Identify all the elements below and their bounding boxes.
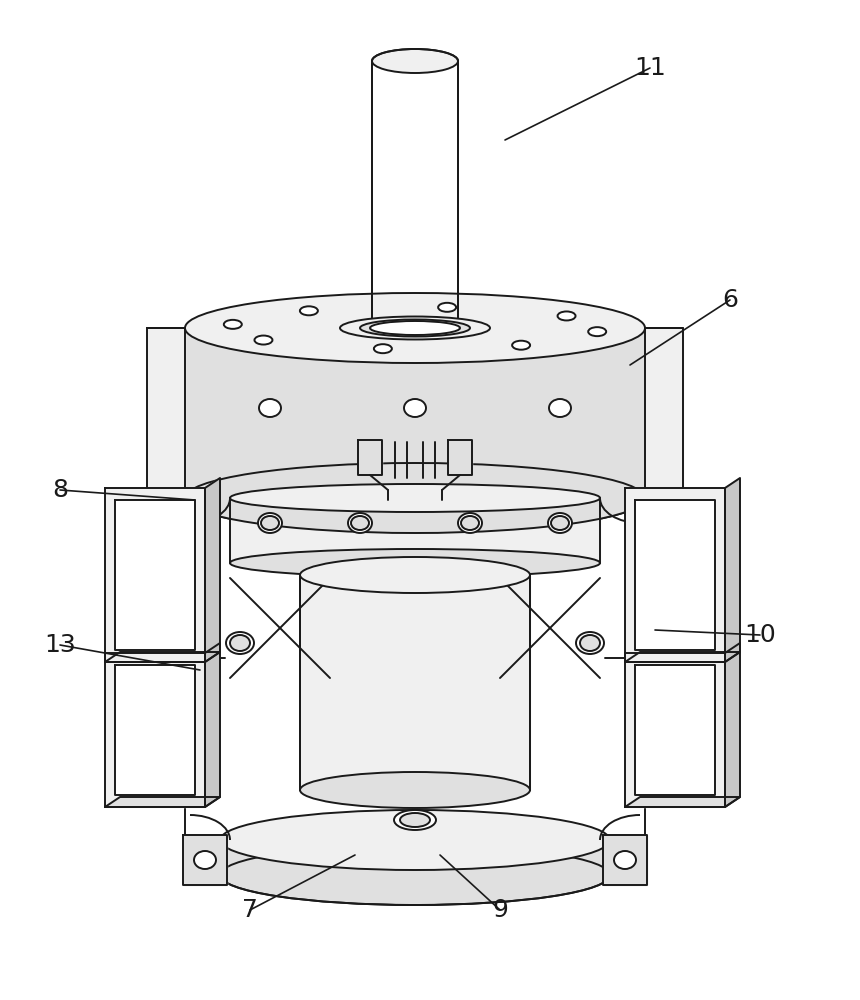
Ellipse shape: [226, 632, 254, 654]
Text: 7: 7: [242, 898, 258, 922]
Ellipse shape: [580, 635, 600, 651]
Ellipse shape: [549, 399, 571, 417]
Ellipse shape: [340, 316, 490, 340]
Ellipse shape: [261, 516, 279, 530]
Ellipse shape: [351, 516, 369, 530]
Polygon shape: [625, 652, 740, 662]
Ellipse shape: [220, 810, 610, 870]
Ellipse shape: [194, 851, 216, 869]
Polygon shape: [105, 653, 205, 807]
Ellipse shape: [300, 772, 530, 808]
Polygon shape: [183, 835, 227, 885]
Polygon shape: [105, 652, 220, 662]
Ellipse shape: [557, 311, 575, 320]
Ellipse shape: [374, 344, 392, 353]
Polygon shape: [205, 478, 220, 662]
Polygon shape: [300, 575, 530, 790]
Ellipse shape: [224, 320, 242, 329]
Ellipse shape: [255, 336, 273, 345]
Ellipse shape: [259, 399, 281, 417]
Polygon shape: [185, 328, 645, 533]
Ellipse shape: [220, 845, 610, 905]
Polygon shape: [220, 840, 610, 875]
Ellipse shape: [394, 810, 436, 830]
Text: 6: 6: [722, 288, 738, 312]
Ellipse shape: [360, 320, 470, 336]
Polygon shape: [147, 328, 185, 498]
Polygon shape: [448, 440, 472, 475]
Polygon shape: [625, 797, 740, 807]
Polygon shape: [603, 835, 647, 885]
Polygon shape: [635, 500, 715, 650]
Text: 13: 13: [44, 633, 76, 657]
Ellipse shape: [438, 303, 456, 312]
Ellipse shape: [185, 463, 645, 533]
Ellipse shape: [370, 321, 460, 335]
Polygon shape: [205, 643, 220, 807]
Polygon shape: [105, 488, 205, 662]
Polygon shape: [105, 797, 220, 807]
Text: 10: 10: [744, 623, 776, 647]
Ellipse shape: [458, 513, 482, 533]
Ellipse shape: [576, 632, 604, 654]
Polygon shape: [725, 643, 740, 807]
Ellipse shape: [404, 399, 426, 417]
Ellipse shape: [372, 49, 458, 73]
Polygon shape: [625, 653, 725, 807]
Polygon shape: [358, 440, 382, 475]
Ellipse shape: [461, 516, 479, 530]
Ellipse shape: [614, 851, 636, 869]
Ellipse shape: [185, 293, 645, 363]
Polygon shape: [625, 488, 725, 662]
Ellipse shape: [230, 549, 600, 577]
Polygon shape: [115, 500, 195, 650]
Polygon shape: [645, 328, 683, 498]
Ellipse shape: [551, 516, 569, 530]
Ellipse shape: [400, 813, 430, 827]
Ellipse shape: [548, 513, 572, 533]
Text: 9: 9: [492, 898, 508, 922]
Ellipse shape: [230, 484, 600, 512]
Text: 11: 11: [634, 56, 666, 80]
Ellipse shape: [512, 341, 530, 350]
Ellipse shape: [300, 306, 318, 315]
Polygon shape: [635, 665, 715, 795]
Ellipse shape: [300, 557, 530, 593]
Ellipse shape: [348, 513, 372, 533]
Polygon shape: [372, 61, 458, 330]
Polygon shape: [230, 498, 600, 563]
Ellipse shape: [230, 635, 250, 651]
Ellipse shape: [258, 513, 282, 533]
Polygon shape: [115, 665, 195, 795]
Text: 8: 8: [52, 478, 68, 502]
Ellipse shape: [588, 327, 606, 336]
Polygon shape: [725, 478, 740, 662]
